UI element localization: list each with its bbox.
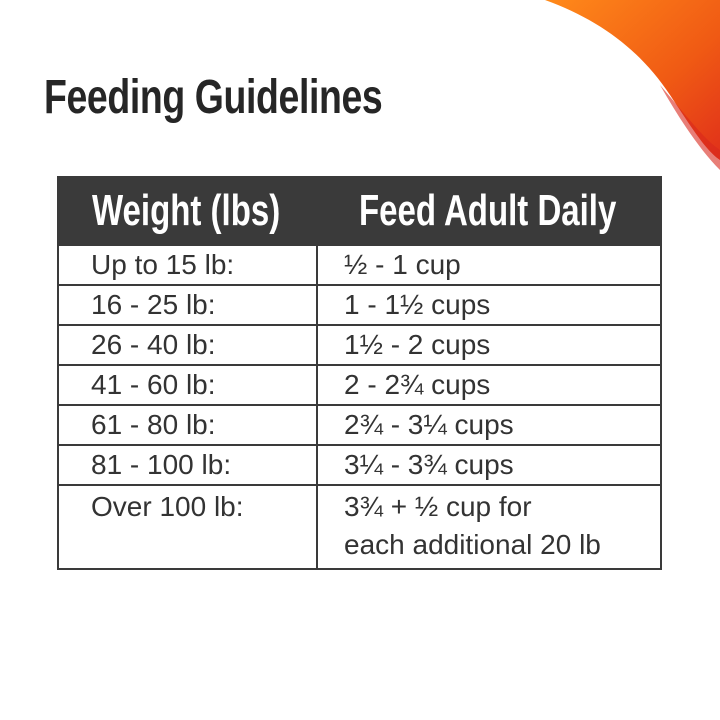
amount-cell: 3¾ + ½ cup for each additional 20 lb <box>318 486 660 568</box>
amount-line: 2¾ - 3¼ cups <box>344 409 514 440</box>
amount-line: 3¼ - 3¾ cups <box>344 449 514 480</box>
table: Weight (lbs) Feed Adult Daily Up to 15 l… <box>57 176 662 570</box>
amount-cell: 3¼ - 3¾ cups <box>318 446 660 484</box>
header-text: Feed Adult Daily <box>359 186 617 235</box>
amount-line: each additional 20 lb <box>344 529 601 560</box>
table-row: 26 - 40 lb: 1½ - 2 cups <box>59 324 660 364</box>
table-header: Weight (lbs) Feed Adult Daily <box>59 178 660 244</box>
table-row: 16 - 25 lb: 1 - 1½ cups <box>59 284 660 324</box>
amount-line: ½ - 1 cup <box>344 249 461 280</box>
title: Feeding Guidelines <box>44 71 383 124</box>
header-cell: Weight (lbs) <box>59 178 318 244</box>
amount-cell: 1 - 1½ cups <box>318 286 660 324</box>
amount-line: 1 - 1½ cups <box>344 289 491 320</box>
table-row: 41 - 60 lb: 2 - 2¾ cups <box>59 364 660 404</box>
weight-cell: 16 - 25 lb: <box>59 286 318 324</box>
amount-cell: 2 - 2¾ cups <box>318 366 660 404</box>
table-row: Up to 15 lb: ½ - 1 cup <box>59 244 660 284</box>
amount-cell: 2¾ - 3¼ cups <box>318 406 660 444</box>
weight-cell: 81 - 100 lb: <box>59 446 318 484</box>
weight-cell: 61 - 80 lb: <box>59 406 318 444</box>
table-row: 61 - 80 lb: 2¾ - 3¼ cups <box>59 404 660 444</box>
weight-cell: 26 - 40 lb: <box>59 326 318 364</box>
weight-cell: Up to 15 lb: <box>59 246 318 284</box>
amount-cell: ½ - 1 cup <box>318 246 660 284</box>
amount-line: 1½ - 2 cups <box>344 329 491 360</box>
header-text: Weight (lbs) <box>92 186 281 235</box>
weight-cell: 41 - 60 lb: <box>59 366 318 404</box>
table-row: 81 - 100 lb: 3¼ - 3¾ cups <box>59 444 660 484</box>
amount-cell: 1½ - 2 cups <box>318 326 660 364</box>
table-row: Over 100 lb: 3¾ + ½ cup for each additiona… <box>59 484 660 568</box>
weight-cell: Over 100 lb: <box>59 486 318 568</box>
header-cell: Feed Adult Daily <box>318 178 702 244</box>
amount-line: 3¾ + ½ cup for <box>344 491 532 522</box>
amount-line: 2 - 2¾ cups <box>344 369 491 400</box>
